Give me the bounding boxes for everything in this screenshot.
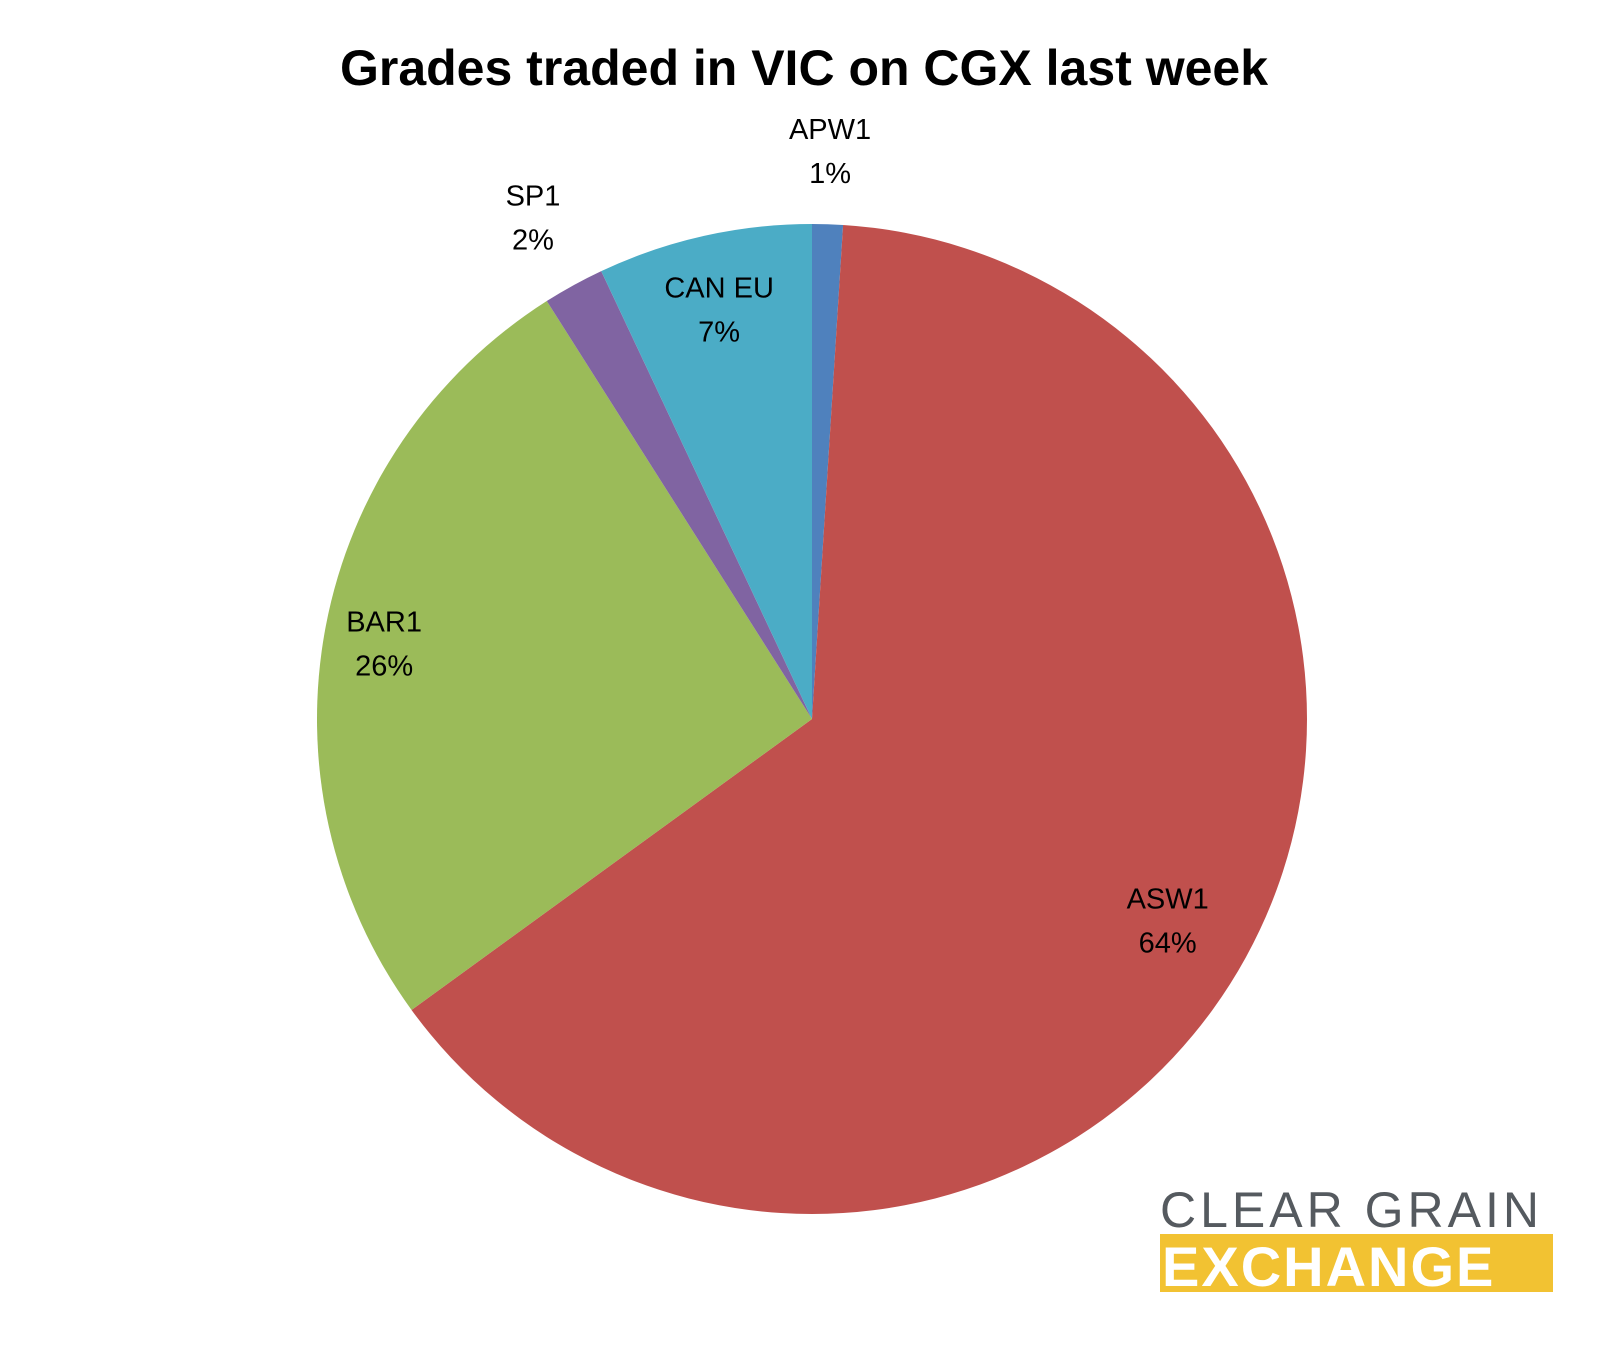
slice-percent-asw1: 64% <box>1139 928 1197 960</box>
chart-title: Grades traded in VIC on CGX last week <box>340 40 1268 96</box>
slice-percent-sp1: 2% <box>512 224 554 256</box>
logo-line2: EXCHANGE <box>1162 1235 1495 1298</box>
pie-slice-bar1 <box>316 301 812 1010</box>
slice-name-asw1: ASW1 <box>1127 884 1209 916</box>
slice-percent-bar1: 26% <box>355 650 413 682</box>
pie-slice-sp1 <box>546 271 812 719</box>
pie-slice-can-eu <box>601 224 812 719</box>
logo-line1: CLEAR GRAIN <box>1160 1182 1543 1238</box>
slice-name-apw1: APW1 <box>789 114 871 146</box>
slice-percent-can-eu: 7% <box>698 317 740 349</box>
pie-slice-apw1 <box>812 224 844 719</box>
pie-slice-asw1 <box>411 224 1308 1214</box>
slice-name-sp1: SP1 <box>506 180 561 212</box>
pie-labels: APW1 1% ASW1 64% BAR1 26% SP1 2% CAN EU 7% <box>346 114 1209 959</box>
logo-band <box>1160 1234 1553 1292</box>
slice-percent-apw1: 1% <box>809 158 851 190</box>
pie-slices <box>316 224 1308 1214</box>
clear-grain-exchange-logo: CLEAR GRAIN EXCHANGE <box>1160 1182 1553 1298</box>
slice-name-can-eu: CAN EU <box>664 273 774 305</box>
slice-name-bar1: BAR1 <box>346 606 422 638</box>
